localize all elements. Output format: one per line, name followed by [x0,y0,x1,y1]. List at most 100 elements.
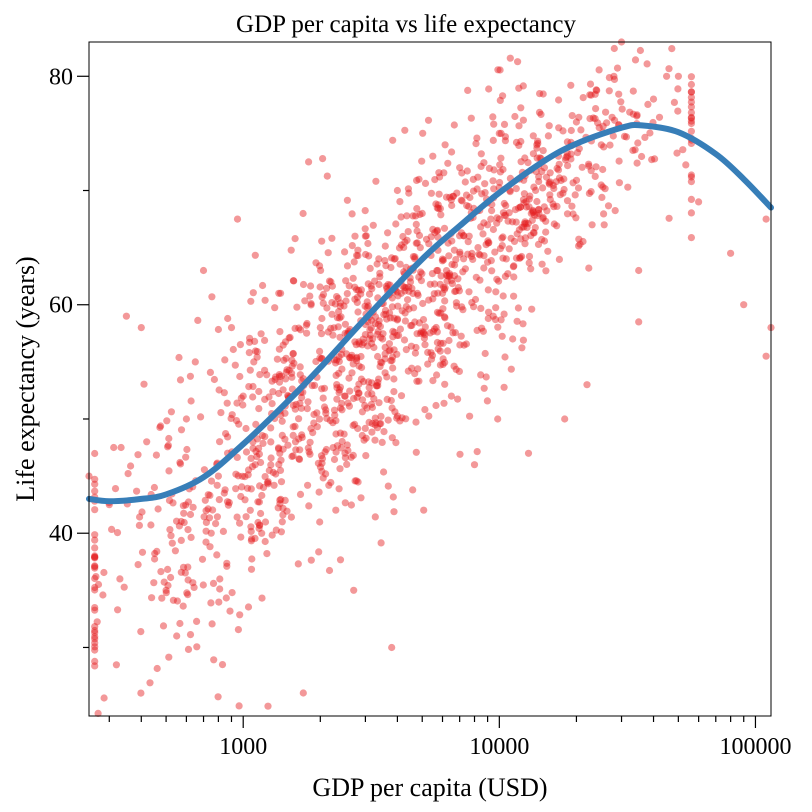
data-point [535,173,543,181]
data-point [341,454,349,462]
data-point [271,375,279,384]
data-point [524,449,533,457]
data-point [267,454,275,462]
data-point [289,350,297,358]
data-point [348,210,356,218]
data-point [225,499,233,507]
data-point [544,247,552,255]
data-point [383,315,391,323]
data-point [459,268,467,276]
data-point [303,405,311,413]
data-point [289,431,297,439]
data-point [522,219,530,227]
data-point [629,87,637,95]
data-point [143,438,151,446]
data-point [391,255,399,263]
data-point [368,285,376,293]
data-point [500,211,508,219]
data-point [349,421,357,430]
data-point [525,203,533,211]
data-point [553,164,561,172]
data-point [374,352,382,361]
data-point [315,415,324,423]
data-point [275,460,283,468]
data-point [438,289,447,297]
data-point [277,456,285,464]
data-point [299,689,307,697]
data-point [263,371,271,379]
data-point [91,639,99,647]
data-point [215,386,223,394]
data-point [638,152,646,161]
data-point [450,362,458,370]
data-point [634,139,642,147]
data-point [362,434,370,442]
data-point [530,183,538,191]
data-point [499,254,507,262]
data-point [91,564,99,572]
data-point [213,481,221,489]
data-point [519,82,527,90]
data-point [186,510,195,519]
data-point [341,449,349,457]
data-point [450,121,458,129]
data-point [137,628,145,636]
data-point [518,344,526,352]
data-point [391,408,399,416]
data-point [152,451,160,459]
data-point [453,189,461,197]
data-point [501,133,509,141]
data-point [437,272,445,280]
data-point [180,518,188,527]
data-point [279,504,287,512]
data-point [314,459,322,467]
data-point [306,438,314,446]
data-point [383,373,391,381]
data-point [499,292,507,300]
data-point [336,429,344,437]
data-point [480,264,488,272]
data-point [247,454,255,462]
data-point [164,565,172,574]
data-point [333,356,341,364]
data-point [633,111,641,119]
data-point [319,155,327,163]
data-point [338,437,346,446]
data-point [254,498,262,506]
data-point [591,90,599,98]
data-point [629,146,637,154]
data-point [321,448,329,456]
data-point [371,319,379,328]
data-point [583,381,591,389]
data-point [91,563,99,571]
data-point [419,129,427,137]
data-point [450,246,458,254]
data-point [350,394,358,403]
data-point [335,388,343,397]
data-point [355,340,363,348]
data-point [598,193,606,201]
data-point [275,389,283,398]
data-point [403,212,411,220]
data-point [460,232,468,240]
data-point [183,445,191,454]
data-point [613,64,622,72]
data-point [91,606,99,614]
data-point [454,283,462,292]
x-tick-label: 100000 [719,734,791,760]
data-point [328,310,336,318]
data-point [494,323,502,331]
data-point [370,395,378,403]
data-point [464,238,472,246]
data-point [411,255,419,263]
data-point [194,316,202,324]
data-point [475,250,483,258]
data-point [569,210,577,218]
data-point [328,282,336,290]
data-point [496,161,504,169]
data-point [448,260,456,269]
data-point [333,395,341,403]
data-point [307,301,315,309]
data-point [457,332,465,340]
data-point [489,136,497,144]
